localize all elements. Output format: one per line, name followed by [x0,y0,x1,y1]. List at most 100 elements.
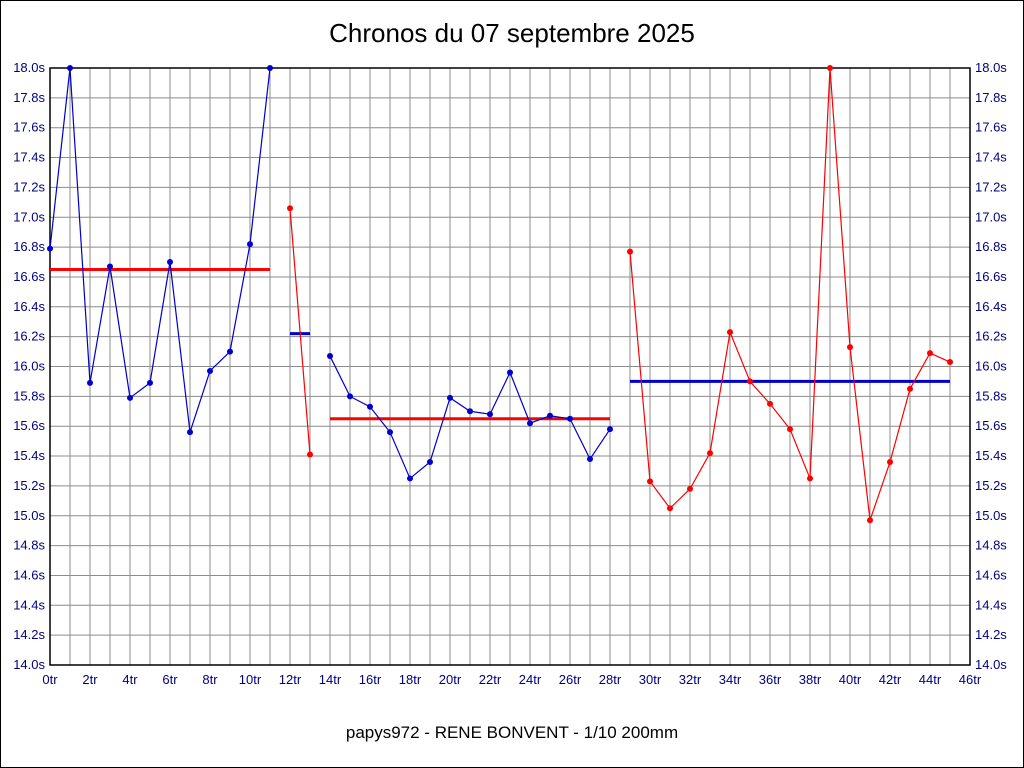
data-point [647,478,653,485]
y-axis-label-right: 15.4s [975,448,1007,463]
x-axis-label: 2tr [82,672,98,687]
data-point [247,241,253,248]
data-point [507,369,513,376]
data-point [767,400,773,407]
data-point [747,378,753,385]
data-point [907,385,913,392]
y-axis-label-left: 15.8s [13,388,45,403]
data-point [867,517,873,524]
x-axis-label: 30tr [639,672,662,687]
y-axis-label-right: 15.8s [975,388,1007,403]
chart-footer: papys972 - RENE BONVENT - 1/10 200mm [345,723,679,742]
y-axis-label-left: 14.4s [13,597,45,612]
y-axis-label-right: 17.6s [975,120,1007,135]
data-point [187,429,193,436]
y-axis-label-right: 15.0s [975,508,1007,523]
y-axis-label-right: 18.0s [975,60,1007,75]
data-point [787,426,793,433]
data-point [227,348,233,355]
data-point [427,459,433,466]
x-axis-label: 46tr [959,672,982,687]
data-point [847,344,853,351]
y-axis-label-left: 15.4s [13,448,45,463]
data-point [687,485,693,492]
plot-border [49,67,971,666]
x-axis-label: 8tr [202,672,218,687]
x-axis-label: 16tr [359,672,382,687]
y-axis-label-left: 17.6s [13,120,45,135]
data-point [307,451,313,458]
y-axis-label-left: 15.0s [13,508,45,523]
y-axis-label-left: 17.2s [13,179,45,194]
data-point [327,353,333,360]
data-point [707,450,713,457]
data-point [407,475,413,482]
data-point [347,393,353,400]
data-point [727,329,733,336]
y-axis-label-left: 16.4s [13,299,45,314]
y-axis-label-right: 16.4s [975,299,1007,314]
data-point [207,367,213,374]
x-axis-label: 36tr [759,672,782,687]
y-axis-label-right: 15.6s [975,418,1007,433]
y-axis-label-left: 16.6s [13,269,45,284]
data-point [447,394,453,401]
x-axis-label: 40tr [839,672,862,687]
data-point [47,245,53,252]
data-point [627,248,633,255]
series-line-run-2-red [289,208,311,455]
x-axis-label: 14tr [319,672,342,687]
y-axis-label-right: 17.0s [975,209,1007,224]
data-point [127,394,133,401]
data-point [947,359,953,366]
y-axis-label-left: 16.0s [13,359,45,374]
y-axis-label-left: 15.6s [13,418,45,433]
data-point [587,456,593,463]
x-axis-label: 34tr [719,672,742,687]
y-axis-label-left: 18.0s [13,60,45,75]
y-axis-label-right: 15.2s [975,478,1007,493]
y-axis-label-left: 17.0s [13,209,45,224]
x-axis-label: 32tr [679,672,702,687]
y-axis-label-right: 16.8s [975,239,1007,254]
y-axis-label-right: 14.6s [975,567,1007,582]
x-axis-label: 38tr [799,672,822,687]
data-point [467,408,473,415]
data-point [527,420,533,427]
x-axis-label: 10tr [239,672,262,687]
x-axis-label: 22tr [479,672,502,687]
y-axis-label-left: 17.4s [13,150,45,165]
x-axis-label: 12tr [279,672,302,687]
y-axis-label-right: 14.2s [975,627,1007,642]
data-point [67,65,73,71]
x-axis-label: 4tr [122,672,138,687]
x-axis-label: 42tr [879,672,902,687]
x-axis-label: 6tr [162,672,178,687]
data-point [827,65,833,71]
data-point [167,259,173,266]
y-axis-label-right: 16.2s [975,329,1007,344]
data-point [147,379,153,386]
y-axis-label-right: 16.6s [975,269,1007,284]
y-axis-label-left: 14.8s [13,538,45,553]
x-axis-label: 18tr [399,672,422,687]
series-line-run-1-blue [49,67,271,433]
y-axis-label-left: 16.8s [13,239,45,254]
data-point [267,65,273,71]
x-axis-label: 44tr [919,672,942,687]
y-axis-label-right: 17.4s [975,150,1007,165]
data-point [487,411,493,418]
chart-title: Chronos du 07 septembre 2025 [329,18,695,48]
y-axis-label-left: 14.6s [13,567,45,582]
data-point [287,205,293,212]
y-axis-label-right: 16.0s [975,359,1007,374]
data-point [387,429,393,436]
x-axis-label: 20tr [439,672,462,687]
data-point [807,475,813,482]
data-point [547,412,553,419]
y-axis-label-right: 14.0s [975,657,1007,672]
y-axis-label-right: 17.2s [975,179,1007,194]
data-point [667,505,673,512]
y-axis-label-left: 14.2s [13,627,45,642]
